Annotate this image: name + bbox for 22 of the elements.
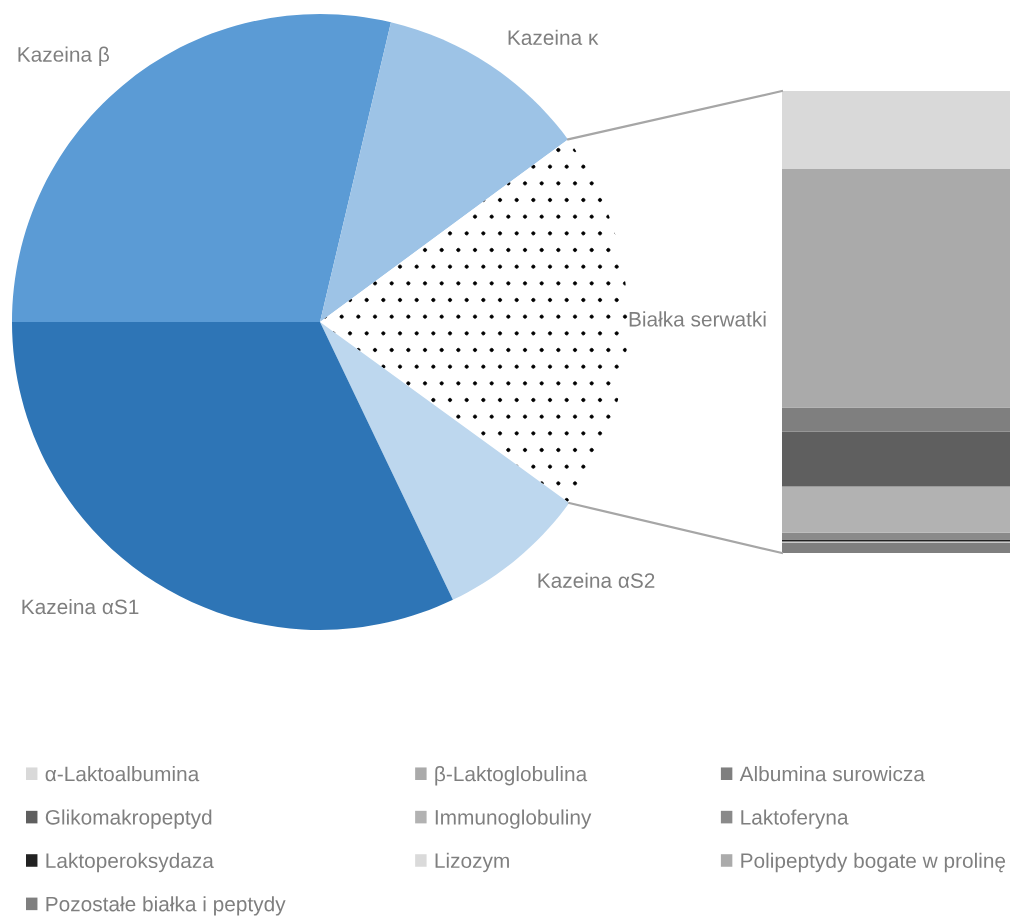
slice-label: Białka serwatki (629, 311, 766, 327)
bar (782, 169, 1010, 408)
slice-label: Kazeina αS1 (22, 598, 139, 615)
bar (782, 532, 1010, 540)
bar (782, 486, 1010, 533)
legend-label: Laktoperoksydaza (46, 852, 214, 873)
legend-label: β-Laktoglobulina (435, 766, 588, 786)
bar (782, 431, 1010, 487)
legend-label: Immunoglobuliny (435, 809, 592, 829)
slice-label: Kazeina β (18, 46, 110, 66)
bar (782, 91, 1010, 170)
legend-label: Polipeptydy bogate w prolinę (741, 852, 1006, 873)
bar (782, 542, 1010, 553)
slice-label: Kazeina αS2 (538, 572, 655, 588)
legend-label: Laktoferyna (741, 809, 849, 829)
bar (782, 407, 1010, 432)
legend-label: α-Laktoalbumina (45, 766, 200, 782)
slice-label: Kazeina κ (508, 29, 599, 46)
legend-label: Lizozym (435, 852, 509, 873)
legend-label: Albumina surowicza (739, 766, 925, 782)
legend-label: Glikomakropeptyd (45, 809, 212, 829)
legend-label: Pozostałe białka i peptydy (46, 896, 286, 916)
